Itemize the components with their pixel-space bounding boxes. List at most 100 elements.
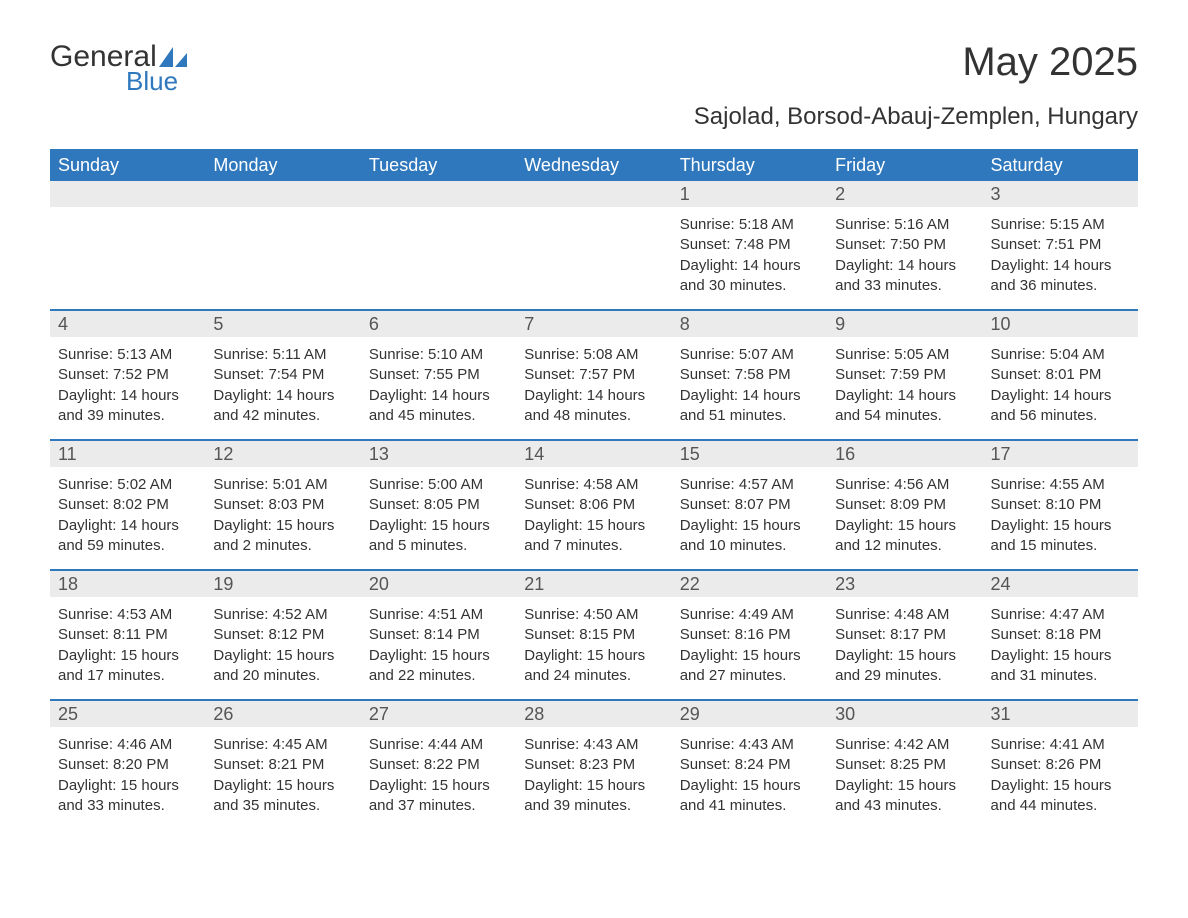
daylight-line: Daylight: 15 hours and 15 minutes. [991, 516, 1130, 557]
day-content: Sunrise: 4:46 AMSunset: 8:20 PMDaylight:… [50, 727, 205, 816]
sail-icon [159, 47, 187, 67]
day-content: Sunrise: 4:45 AMSunset: 8:21 PMDaylight:… [205, 727, 360, 816]
weekday-sunday: Sunday [50, 155, 205, 176]
daylight-line: Daylight: 14 hours and 33 minutes. [835, 256, 974, 297]
page-title: May 2025 [962, 40, 1138, 85]
sunrise-line: Sunrise: 4:55 AM [991, 475, 1130, 495]
calendar-day: 3Sunrise: 5:15 AMSunset: 7:51 PMDaylight… [983, 181, 1138, 309]
day-number [205, 181, 360, 207]
day-number: 9 [827, 311, 982, 337]
sunrise-line: Sunrise: 5:00 AM [369, 475, 508, 495]
logo-text-blue: Blue [126, 66, 178, 97]
calendar-day: 30Sunrise: 4:42 AMSunset: 8:25 PMDayligh… [827, 701, 982, 829]
daylight-line: Daylight: 14 hours and 51 minutes. [680, 386, 819, 427]
calendar-day [361, 181, 516, 309]
day-number: 20 [361, 571, 516, 597]
sunset-line: Sunset: 7:50 PM [835, 235, 974, 255]
calendar-weeks: 1Sunrise: 5:18 AMSunset: 7:48 PMDaylight… [50, 181, 1138, 829]
day-number: 6 [361, 311, 516, 337]
sunset-line: Sunset: 8:21 PM [213, 755, 352, 775]
day-content: Sunrise: 4:42 AMSunset: 8:25 PMDaylight:… [827, 727, 982, 816]
calendar-day: 8Sunrise: 5:07 AMSunset: 7:58 PMDaylight… [672, 311, 827, 439]
day-content: Sunrise: 4:55 AMSunset: 8:10 PMDaylight:… [983, 467, 1138, 556]
sunset-line: Sunset: 7:55 PM [369, 365, 508, 385]
day-number: 29 [672, 701, 827, 727]
day-content: Sunrise: 5:02 AMSunset: 8:02 PMDaylight:… [50, 467, 205, 556]
sunset-line: Sunset: 8:10 PM [991, 495, 1130, 515]
day-number: 28 [516, 701, 671, 727]
day-content: Sunrise: 4:47 AMSunset: 8:18 PMDaylight:… [983, 597, 1138, 686]
day-number: 4 [50, 311, 205, 337]
sunrise-line: Sunrise: 5:04 AM [991, 345, 1130, 365]
calendar-day: 14Sunrise: 4:58 AMSunset: 8:06 PMDayligh… [516, 441, 671, 569]
day-content: Sunrise: 4:48 AMSunset: 8:17 PMDaylight:… [827, 597, 982, 686]
daylight-line: Daylight: 15 hours and 7 minutes. [524, 516, 663, 557]
sunset-line: Sunset: 8:05 PM [369, 495, 508, 515]
day-content: Sunrise: 4:41 AMSunset: 8:26 PMDaylight:… [983, 727, 1138, 816]
day-number: 2 [827, 181, 982, 207]
calendar-week: 4Sunrise: 5:13 AMSunset: 7:52 PMDaylight… [50, 309, 1138, 439]
calendar-day: 27Sunrise: 4:44 AMSunset: 8:22 PMDayligh… [361, 701, 516, 829]
sunrise-line: Sunrise: 4:53 AM [58, 605, 197, 625]
day-content: Sunrise: 4:56 AMSunset: 8:09 PMDaylight:… [827, 467, 982, 556]
day-content: Sunrise: 4:43 AMSunset: 8:23 PMDaylight:… [516, 727, 671, 816]
sunset-line: Sunset: 8:03 PM [213, 495, 352, 515]
day-number [50, 181, 205, 207]
calendar-week: 1Sunrise: 5:18 AMSunset: 7:48 PMDaylight… [50, 181, 1138, 309]
calendar-day: 29Sunrise: 4:43 AMSunset: 8:24 PMDayligh… [672, 701, 827, 829]
sunrise-line: Sunrise: 5:08 AM [524, 345, 663, 365]
day-number: 19 [205, 571, 360, 597]
day-content: Sunrise: 5:18 AMSunset: 7:48 PMDaylight:… [672, 207, 827, 296]
calendar-day: 11Sunrise: 5:02 AMSunset: 8:02 PMDayligh… [50, 441, 205, 569]
day-content: Sunrise: 4:57 AMSunset: 8:07 PMDaylight:… [672, 467, 827, 556]
daylight-line: Daylight: 14 hours and 45 minutes. [369, 386, 508, 427]
day-number: 5 [205, 311, 360, 337]
sunset-line: Sunset: 7:59 PM [835, 365, 974, 385]
daylight-line: Daylight: 15 hours and 43 minutes. [835, 776, 974, 817]
sunrise-line: Sunrise: 5:13 AM [58, 345, 197, 365]
calendar-day: 18Sunrise: 4:53 AMSunset: 8:11 PMDayligh… [50, 571, 205, 699]
sunset-line: Sunset: 8:17 PM [835, 625, 974, 645]
logo: General Blue [50, 40, 187, 97]
daylight-line: Daylight: 15 hours and 39 minutes. [524, 776, 663, 817]
day-number: 15 [672, 441, 827, 467]
sunrise-line: Sunrise: 4:47 AM [991, 605, 1130, 625]
day-number [516, 181, 671, 207]
calendar-day: 2Sunrise: 5:16 AMSunset: 7:50 PMDaylight… [827, 181, 982, 309]
day-number: 10 [983, 311, 1138, 337]
day-content: Sunrise: 5:11 AMSunset: 7:54 PMDaylight:… [205, 337, 360, 426]
day-content: Sunrise: 4:50 AMSunset: 8:15 PMDaylight:… [516, 597, 671, 686]
calendar-day: 16Sunrise: 4:56 AMSunset: 8:09 PMDayligh… [827, 441, 982, 569]
weekday-saturday: Saturday [983, 155, 1138, 176]
calendar-day: 7Sunrise: 5:08 AMSunset: 7:57 PMDaylight… [516, 311, 671, 439]
calendar-day: 24Sunrise: 4:47 AMSunset: 8:18 PMDayligh… [983, 571, 1138, 699]
day-number: 3 [983, 181, 1138, 207]
day-content: Sunrise: 5:00 AMSunset: 8:05 PMDaylight:… [361, 467, 516, 556]
sunrise-line: Sunrise: 4:58 AM [524, 475, 663, 495]
calendar-day: 28Sunrise: 4:43 AMSunset: 8:23 PMDayligh… [516, 701, 671, 829]
calendar-day: 9Sunrise: 5:05 AMSunset: 7:59 PMDaylight… [827, 311, 982, 439]
daylight-line: Daylight: 14 hours and 59 minutes. [58, 516, 197, 557]
day-number [361, 181, 516, 207]
sunset-line: Sunset: 8:15 PM [524, 625, 663, 645]
sunset-line: Sunset: 8:12 PM [213, 625, 352, 645]
weekday-friday: Friday [827, 155, 982, 176]
day-number: 18 [50, 571, 205, 597]
sunset-line: Sunset: 7:54 PM [213, 365, 352, 385]
sunset-line: Sunset: 8:02 PM [58, 495, 197, 515]
calendar-day: 26Sunrise: 4:45 AMSunset: 8:21 PMDayligh… [205, 701, 360, 829]
day-content: Sunrise: 5:15 AMSunset: 7:51 PMDaylight:… [983, 207, 1138, 296]
calendar-day: 10Sunrise: 5:04 AMSunset: 8:01 PMDayligh… [983, 311, 1138, 439]
daylight-line: Daylight: 14 hours and 36 minutes. [991, 256, 1130, 297]
daylight-line: Daylight: 14 hours and 39 minutes. [58, 386, 197, 427]
daylight-line: Daylight: 15 hours and 17 minutes. [58, 646, 197, 687]
day-number: 21 [516, 571, 671, 597]
calendar-day: 5Sunrise: 5:11 AMSunset: 7:54 PMDaylight… [205, 311, 360, 439]
weekday-thursday: Thursday [672, 155, 827, 176]
day-number: 14 [516, 441, 671, 467]
daylight-line: Daylight: 15 hours and 29 minutes. [835, 646, 974, 687]
daylight-line: Daylight: 15 hours and 2 minutes. [213, 516, 352, 557]
sunset-line: Sunset: 8:14 PM [369, 625, 508, 645]
sunset-line: Sunset: 8:22 PM [369, 755, 508, 775]
calendar-day: 1Sunrise: 5:18 AMSunset: 7:48 PMDaylight… [672, 181, 827, 309]
